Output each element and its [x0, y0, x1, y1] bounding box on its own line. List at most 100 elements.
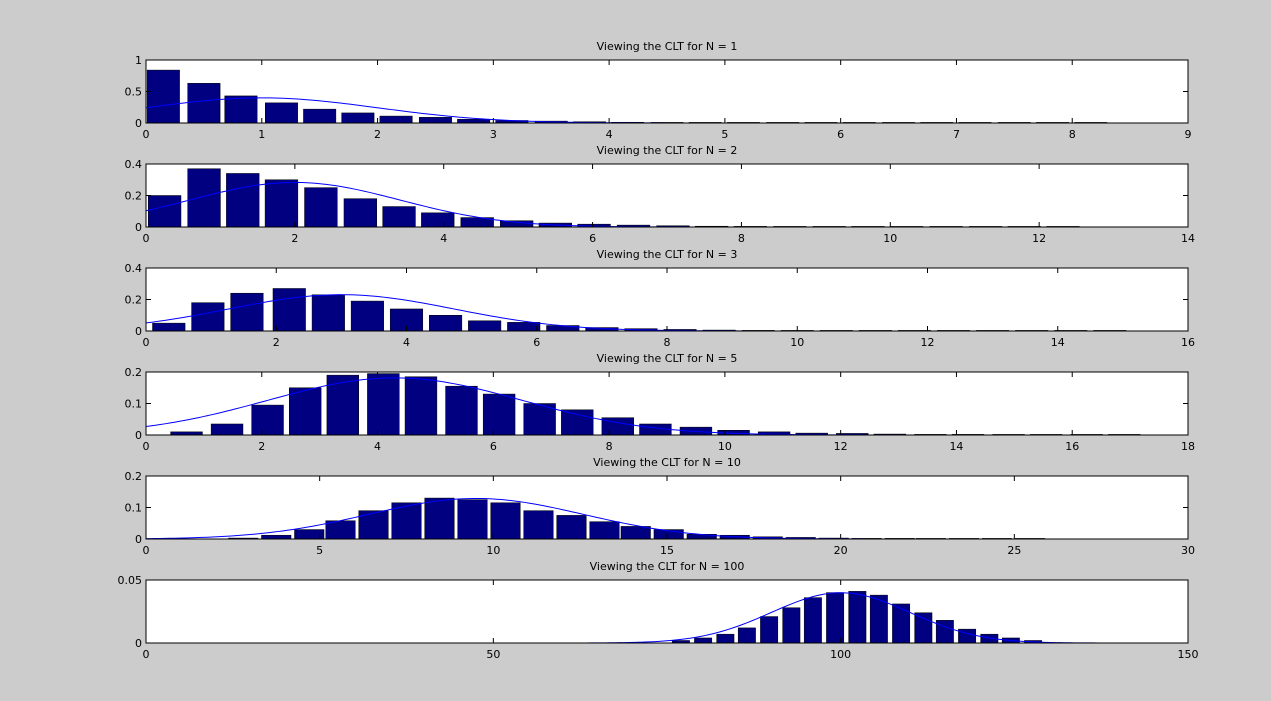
bar-1-5: [303, 108, 337, 124]
bar-6-11: [892, 603, 911, 644]
x-tick-label-3-6: 10: [790, 336, 804, 349]
chart-title-1: Viewing the CLT for N = 1: [597, 40, 738, 53]
bar-5-11: [556, 515, 587, 540]
bar-2-3: [226, 173, 260, 228]
bar-4-7: [404, 376, 438, 436]
x-tick-label-5-4: 15: [660, 544, 674, 557]
chart-panel-6: Viewing the CLT for N = 100 0 50 100 150 0 0.0…: [118, 560, 1199, 661]
y-tick-label-3-1: 0: [135, 325, 142, 338]
bar-5-13: [620, 526, 651, 540]
bar-1-6: [341, 112, 375, 124]
chart-title-2: Viewing the CLT for N = 2: [597, 144, 738, 157]
bar-2-1: [147, 195, 182, 228]
x-tick-label-2-7: 12: [1032, 232, 1046, 245]
chart-title-5: Viewing the CLT for N = 10: [593, 456, 741, 469]
x-tick-label-5-3: 10: [486, 544, 500, 557]
y-tick-label-6-2: 0.05: [118, 574, 143, 587]
x-tick-label-1-8: 7: [953, 128, 960, 141]
x-tick-label-2-6: 10: [883, 232, 897, 245]
x-tick-label-4-4: 6: [490, 440, 497, 453]
plot-area-1: [146, 60, 1188, 123]
x-tick-label-1-9: 8: [1069, 128, 1076, 141]
bar-6-6: [782, 607, 801, 644]
y-tick-label-4-2: 0.1: [125, 398, 143, 411]
chart-title-6: Viewing the CLT for N = 100: [590, 560, 745, 573]
x-tick-label-6-2: 50: [486, 648, 500, 661]
bar-3-5: [311, 294, 345, 332]
x-tick-label-1-2: 1: [258, 128, 265, 141]
y-tick-label-2-3: 0.4: [125, 158, 143, 171]
y-tick-label-5-1: 0: [135, 533, 142, 546]
bar-5-2: [261, 534, 292, 540]
x-tick-label-3-2: 2: [273, 336, 280, 349]
y-tick-label-1-3: 1: [135, 54, 142, 67]
bar-4-10: [523, 403, 556, 436]
bar-6-9: [848, 591, 867, 644]
bar-2-4: [264, 179, 299, 228]
bar-6-5: [760, 616, 779, 644]
bar-4-6: [367, 373, 400, 436]
bar-6-12: [914, 612, 933, 644]
y-tick-label-4-3: 0.2: [125, 366, 143, 379]
x-tick-label-4-8: 14: [949, 440, 963, 453]
y-tick-label-5-3: 0.2: [125, 470, 143, 483]
chart-panel-3: Viewing the CLT for N = 3 0 2 4 6 8 10 12 14 16 0 0…: [125, 248, 1196, 349]
plot-area-2: [146, 164, 1188, 227]
x-tick-label-2-5: 8: [738, 232, 745, 245]
axes-box-6: [145, 579, 1189, 644]
x-tick-label-6-3: 100: [830, 648, 851, 661]
y-tick-label-4-1: 0: [135, 429, 142, 442]
x-tick-label-1-7: 6: [837, 128, 844, 141]
x-tick-label-1-3: 2: [374, 128, 381, 141]
x-tick-label-3-3: 4: [403, 336, 410, 349]
bar-6-14: [958, 628, 977, 644]
bar-2-8: [421, 212, 455, 228]
bar-3-6: [350, 300, 384, 332]
bar-5-9: [490, 502, 521, 540]
x-tick-label-2-3: 4: [440, 232, 447, 245]
bar-3-2: [191, 302, 225, 332]
bar-5-6: [391, 502, 422, 540]
bar-4-8: [445, 385, 478, 436]
x-tick-label-3-1: 0: [143, 336, 150, 349]
x-tick-label-4-3: 4: [374, 440, 381, 453]
chart-title-4: Viewing the CLT for N = 5: [597, 352, 738, 365]
x-tick-label-4-2: 2: [258, 440, 265, 453]
bar-5-8: [457, 499, 488, 540]
bar-6-2: [694, 637, 713, 644]
y-tick-label-2-2: 0.2: [125, 190, 143, 203]
bar-1-4: [265, 102, 298, 124]
x-tick-label-3-5: 8: [664, 336, 671, 349]
x-tick-label-6-1: 0: [143, 648, 150, 661]
bar-4-2: [210, 423, 244, 436]
y-tick-label-2-1: 0: [135, 221, 142, 234]
x-tick-label-1-4: 3: [490, 128, 497, 141]
x-tick-label-1-5: 4: [606, 128, 613, 141]
x-tick-label-3-7: 12: [921, 336, 935, 349]
bar-4-5: [326, 374, 359, 436]
bar-4-11: [561, 409, 594, 436]
bar-3-8: [429, 315, 463, 332]
x-tick-label-4-10: 18: [1181, 440, 1195, 453]
bar-3-9: [468, 320, 502, 332]
x-tick-label-3-9: 16: [1181, 336, 1195, 349]
bar-5-5: [358, 510, 389, 540]
bar-6-3: [716, 633, 735, 644]
bar-4-3: [251, 404, 284, 436]
bar-4-9: [482, 393, 516, 436]
x-tick-label-3-4: 6: [533, 336, 540, 349]
bar-5-4: [325, 520, 356, 540]
bar-2-5: [304, 187, 338, 228]
x-tick-label-3-8: 14: [1051, 336, 1065, 349]
bar-3-1: [152, 322, 186, 332]
y-tick-label-3-2: 0.2: [125, 294, 143, 307]
bar-1-1: [146, 69, 180, 124]
x-tick-label-1-10: 9: [1185, 128, 1192, 141]
y-tick-label-1-1: 0: [135, 117, 142, 130]
x-tick-label-2-1: 0: [143, 232, 150, 245]
bar-4-4: [289, 387, 322, 436]
y-tick-label-6-1: 0: [135, 637, 142, 650]
chart-title-3: Viewing the CLT for N = 3: [597, 248, 738, 261]
bar-3-3: [230, 292, 264, 332]
